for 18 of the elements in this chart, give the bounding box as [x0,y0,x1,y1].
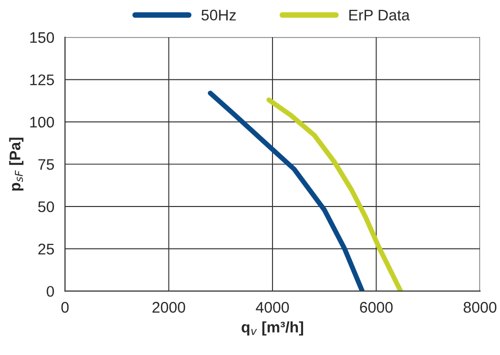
y-tick-label: 0 [46,286,54,297]
y-tick-label: 150 [30,32,54,43]
x-tick-label: 0 [61,302,69,313]
y-tick-label: 25 [38,244,54,254]
x-tick-label: 6000 [360,302,393,313]
x-axis-title: q$_{v}$ [m³/h] [242,321,304,336]
line-series [266,97,404,292]
y-tick-label: 100 [30,116,54,128]
legend-label: ErP Data [349,10,410,21]
line-series [208,90,365,292]
y-tick-label: 125 [30,74,54,86]
y-tick-label: 75 [38,159,54,170]
legend-label: 50Hz [202,10,236,21]
x-tick-label: 8000 [464,302,496,313]
y-axis-title: p$_{sF}$ [Pa] [9,138,24,191]
x-tick-label: 4000 [256,302,289,313]
y-tick-label: 50 [38,201,54,212]
x-tick-label: 2000 [152,302,186,313]
